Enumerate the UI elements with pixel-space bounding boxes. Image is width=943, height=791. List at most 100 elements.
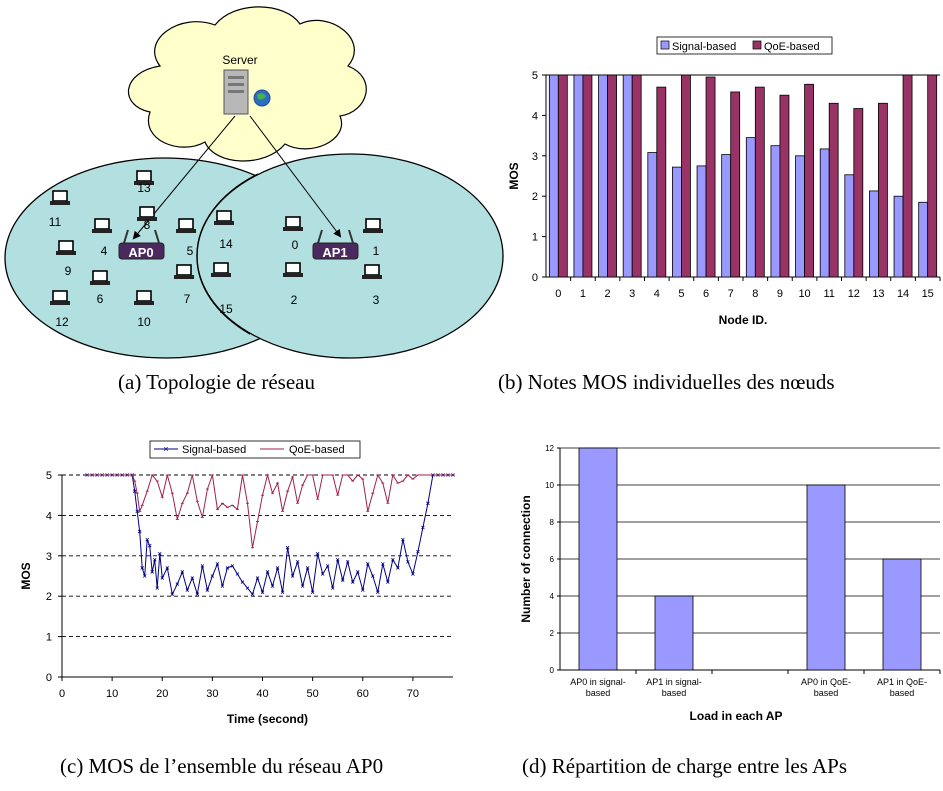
legend-label: Signal-based (182, 444, 246, 456)
data-point (101, 474, 104, 477)
x-tick-label: 14 (897, 288, 909, 300)
bar (854, 109, 863, 277)
data-point (291, 575, 294, 578)
y-tick-label: 4 (46, 510, 52, 522)
bar (655, 596, 693, 670)
caption-a: (a) Topologie de réseau (118, 370, 315, 395)
laptop-icon (50, 191, 70, 205)
caption-b: (b) Notes MOS individuelles des nœuds (498, 370, 835, 395)
legend-marker: × (163, 444, 168, 454)
laptop-icon (214, 211, 234, 225)
bar (697, 166, 706, 277)
x-tick-label: 70 (407, 688, 419, 700)
node-label: 4 (101, 244, 108, 258)
data-point (356, 570, 359, 573)
data-point (141, 566, 144, 569)
data-point (226, 566, 229, 569)
x-tick-label: AP0 in signal- (570, 677, 626, 687)
y-tick-label: 12 (545, 444, 554, 453)
x-tick-label: 1 (580, 288, 586, 300)
node-label: 7 (184, 292, 191, 306)
series-line (87, 475, 453, 548)
x-tick-label: 6 (703, 288, 709, 300)
node-label: 12 (55, 315, 69, 329)
bar (845, 175, 854, 277)
data-point (431, 474, 434, 477)
bar (558, 75, 567, 277)
laptop-icon (283, 263, 303, 277)
bar (771, 146, 780, 277)
caption-d: (d) Répartition de charge entre les APs (522, 754, 847, 779)
data-point (351, 581, 354, 584)
data-point (311, 591, 314, 594)
data-point (161, 577, 164, 580)
data-point (86, 474, 89, 477)
legend-box (657, 37, 832, 54)
y-tick-label: 3 (532, 151, 538, 163)
laptop-icon (362, 265, 382, 279)
data-point (411, 572, 414, 575)
x-tick-label: based (586, 688, 611, 698)
x-tick-label: 30 (206, 688, 218, 700)
y-tick-label: 5 (532, 70, 538, 82)
x-tick-label: 50 (307, 688, 319, 700)
bar (869, 191, 878, 277)
data-point (111, 474, 114, 477)
bar (722, 155, 731, 277)
data-point (341, 579, 344, 582)
data-point (396, 566, 399, 569)
data-point (336, 558, 339, 561)
y-tick-label: 0 (550, 666, 555, 675)
x-tick-label: 60 (357, 688, 369, 700)
y-tick-label: 8 (550, 518, 555, 527)
bar (623, 75, 632, 277)
data-point (331, 587, 334, 590)
bar (796, 156, 805, 277)
laptop-icon (363, 219, 383, 233)
node-label: 10 (137, 315, 151, 329)
data-point (446, 474, 449, 477)
laptop-icon (134, 171, 154, 185)
data-point (286, 546, 289, 549)
data-point (196, 593, 199, 596)
bar (583, 75, 592, 277)
laptop-icon (134, 291, 154, 305)
bar (579, 448, 617, 670)
bar (672, 167, 681, 277)
x-tick-label: 3 (629, 288, 635, 300)
data-point (201, 564, 204, 567)
node-label: 6 (97, 292, 104, 306)
bar (599, 75, 608, 277)
bar (829, 103, 838, 277)
data-point (306, 566, 309, 569)
data-point (153, 558, 156, 561)
bar (706, 77, 715, 277)
data-point (452, 474, 455, 477)
bar (731, 92, 740, 277)
bar (878, 103, 887, 277)
bar (883, 559, 921, 670)
data-point (401, 538, 404, 541)
data-point (361, 589, 364, 592)
bar (681, 75, 690, 277)
x-tick-label: based (890, 688, 915, 698)
data-point (276, 566, 279, 569)
y-tick-label: 1 (46, 632, 52, 644)
data-point (416, 550, 419, 553)
x-tick-label: 9 (777, 288, 783, 300)
y-tick-label: 4 (532, 110, 538, 122)
data-point (206, 589, 209, 592)
data-point (426, 502, 429, 505)
bar (574, 75, 583, 277)
ap0-label: AP0 (128, 245, 153, 260)
ap1-cell (197, 154, 503, 358)
legend-label: Signal-based (672, 41, 736, 53)
y-tick-label: 2 (46, 591, 52, 603)
x-tick-label: AP1 in signal- (646, 677, 702, 687)
x-tick-label: based (662, 688, 687, 698)
data-point (371, 575, 374, 578)
y-axis-title: MOS (507, 162, 521, 189)
